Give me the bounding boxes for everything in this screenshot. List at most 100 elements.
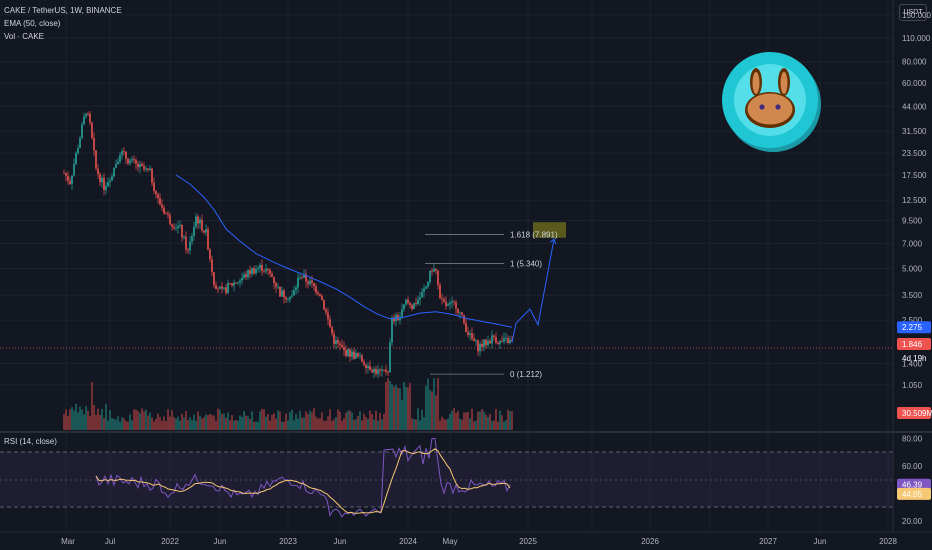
candle-body	[509, 339, 511, 343]
candle-body	[489, 340, 491, 344]
volume-bar	[375, 410, 377, 430]
volume-bar	[327, 416, 329, 430]
volume-bar	[67, 415, 69, 430]
candle-body	[105, 186, 107, 190]
candle-body	[431, 270, 433, 272]
candle-body	[399, 317, 401, 321]
volume-bar	[483, 411, 485, 430]
fib-label: 1 (5.340)	[510, 260, 542, 269]
rsi-ma-tag	[897, 487, 931, 500]
candle-body	[401, 309, 403, 318]
candle-body	[415, 303, 417, 304]
candle-body	[97, 168, 99, 175]
candle-body	[133, 159, 135, 161]
candle-body	[453, 301, 455, 303]
candle-body	[91, 122, 93, 138]
candle-body	[483, 339, 485, 347]
candle-body	[485, 339, 487, 346]
volume-bar	[487, 416, 489, 430]
candle-body	[219, 286, 221, 289]
time-label: 2027	[759, 537, 777, 546]
volume-bar	[279, 411, 281, 430]
volume-bar	[397, 387, 399, 430]
volume-bar	[123, 418, 125, 430]
candle-body	[249, 270, 251, 275]
candle-body	[411, 305, 413, 309]
rsi-ma-line	[95, 448, 511, 514]
volume-bar	[159, 417, 161, 430]
volume-bar	[207, 415, 209, 430]
ema-indicator-label[interactable]: EMA (50, close)	[4, 19, 61, 28]
volume-bar	[117, 416, 119, 430]
volume-bar	[265, 416, 267, 430]
volume-bar	[281, 421, 283, 430]
volume-bar	[421, 409, 423, 430]
volume-bar	[503, 421, 505, 430]
volume-bar	[367, 418, 369, 430]
candle-body	[435, 268, 437, 271]
volume-bar	[175, 418, 177, 430]
volume-bar	[335, 417, 337, 430]
candle-body	[63, 172, 65, 174]
volume-bar	[217, 408, 219, 430]
volume-bar	[289, 412, 291, 430]
rsi-tick-label: 80.00	[902, 435, 923, 444]
volume-bar	[77, 412, 79, 430]
candle-body	[373, 368, 375, 373]
candle-body	[87, 113, 89, 115]
candle-body	[321, 296, 323, 300]
candle-body	[253, 267, 255, 274]
candle-body	[281, 290, 283, 297]
volume-bar	[233, 420, 235, 430]
candle-body	[463, 314, 465, 324]
volume-bar	[431, 391, 433, 430]
symbol-title[interactable]: CAKE / TetherUS, 1W, BINANCE	[4, 6, 122, 15]
volume-bar	[365, 417, 367, 430]
volume-bar	[427, 378, 429, 430]
price-tick-label: 1.050	[902, 381, 923, 390]
candle-body	[259, 265, 261, 269]
volume-bar	[383, 413, 385, 430]
volume-bar	[143, 411, 145, 430]
volume-bar	[411, 418, 413, 430]
volume-bar	[255, 421, 257, 430]
volume-bar	[91, 382, 93, 430]
volume-bar	[153, 421, 155, 430]
volume-indicator-label[interactable]: Vol · CAKE	[4, 32, 45, 41]
volume-bar	[313, 408, 315, 430]
currency-button[interactable]: USDT	[899, 4, 927, 21]
volume-bar	[69, 409, 71, 430]
candle-body	[385, 369, 387, 372]
rsi-tag-text: 46.39	[902, 481, 923, 490]
last-price-tag	[897, 338, 931, 350]
price-tick-label: 17.500	[902, 171, 927, 180]
volume-bar	[177, 416, 179, 430]
volume-bar	[303, 417, 305, 430]
projection-arrow	[511, 239, 555, 343]
last-price-tag-text: 1.846	[902, 340, 923, 349]
candle-body	[157, 194, 159, 199]
volume-bar	[329, 409, 331, 430]
candle-body	[299, 277, 301, 279]
candle-body	[191, 236, 193, 242]
volume-bar	[193, 414, 195, 430]
volume-bar	[229, 420, 231, 430]
volume-bar	[165, 421, 167, 430]
volume-bar	[251, 411, 253, 430]
time-axis-labels: Mar Jul 2022 Jun 2023 Jun 2024 May 2025 2026 2027 J…	[61, 537, 897, 546]
volume-bar	[171, 410, 173, 430]
volume-bar	[409, 382, 411, 430]
volume-bar	[467, 411, 469, 430]
candle-body	[425, 286, 427, 289]
candle-body	[233, 282, 235, 286]
candle-body	[303, 274, 305, 278]
volume-bar	[477, 411, 479, 430]
volume-tag-text: 30.509M	[902, 409, 932, 418]
volume-bar	[379, 413, 381, 430]
candle-body	[331, 326, 333, 334]
volume-bar	[111, 418, 113, 430]
volume-bar	[445, 420, 447, 430]
rsi-indicator-label[interactable]: RSI (14, close)	[4, 437, 57, 446]
